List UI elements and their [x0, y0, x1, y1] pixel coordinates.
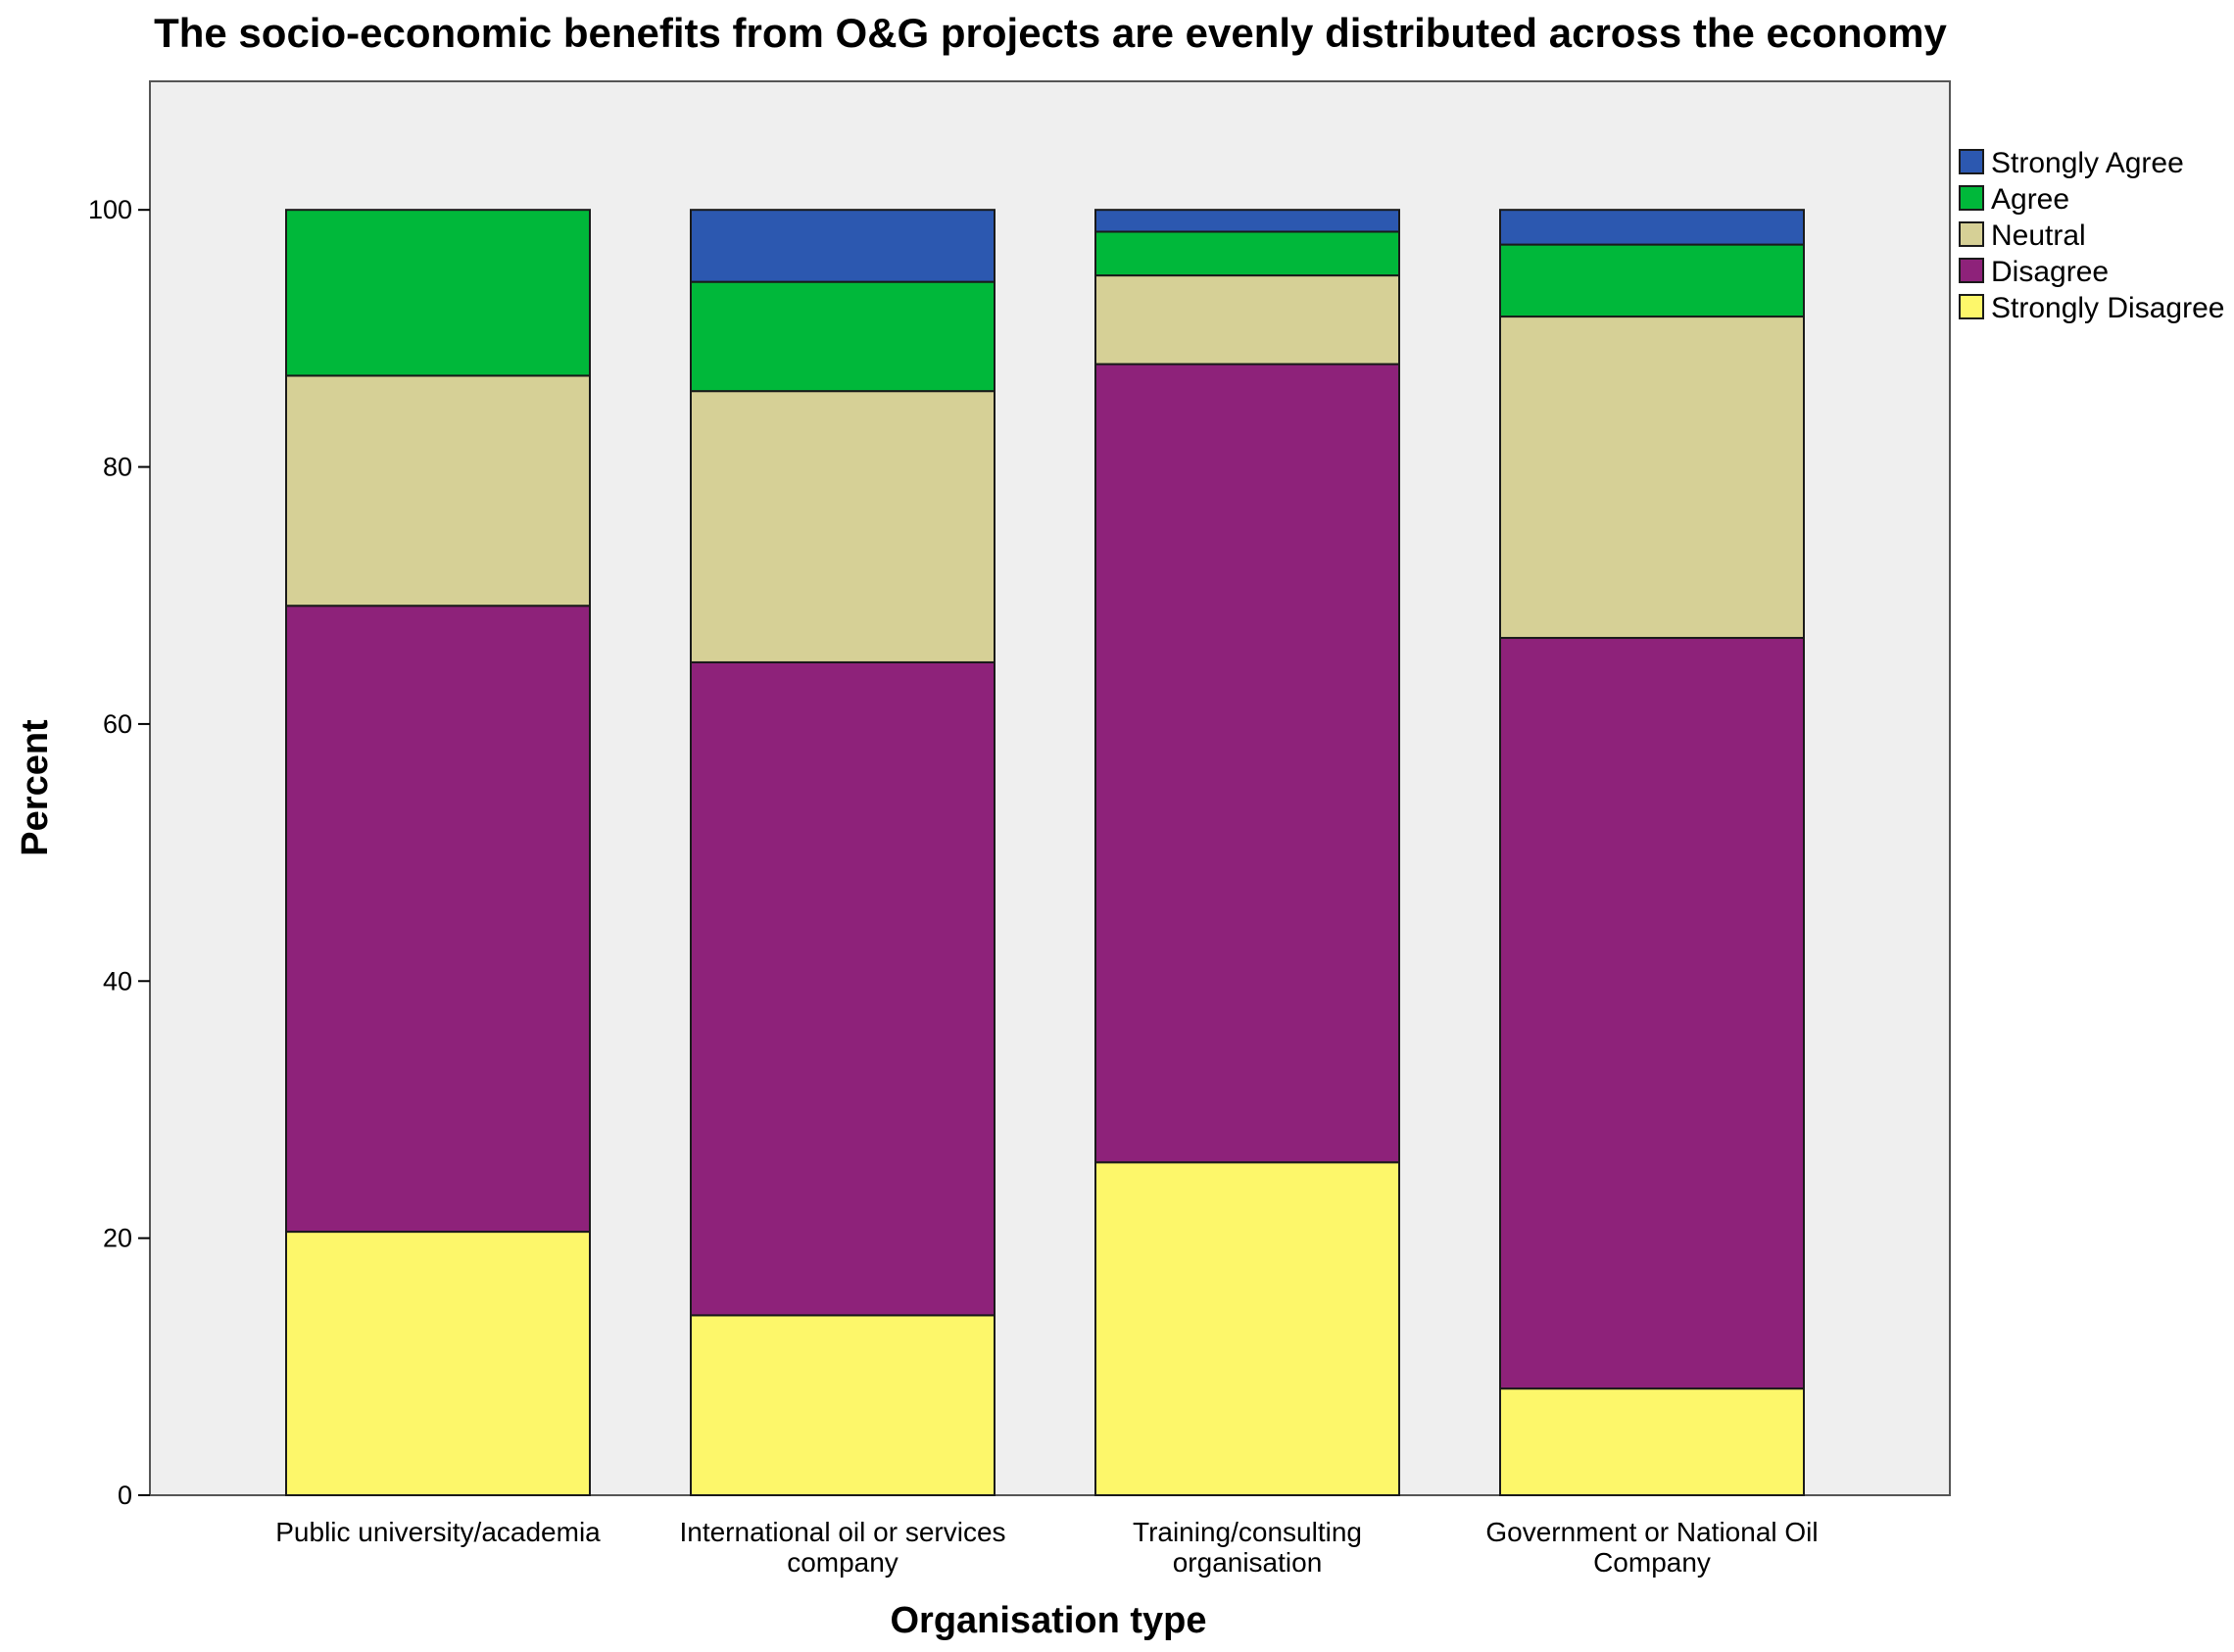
bar-segment-agree-1 — [285, 209, 591, 377]
x-category-label: Training/consulting organisation — [1133, 1517, 1362, 1578]
bar-segment-agree-2 — [690, 280, 996, 393]
y-axis: 0 20 40 60 80 100 — [88, 195, 150, 1510]
legend-swatch-disagree — [1959, 258, 1984, 283]
bar-segment-strongly-agree-3 — [1094, 209, 1400, 233]
legend-label-strongly-agree: Strongly Agree — [1991, 147, 2184, 179]
bar-segment-neutral-3 — [1094, 274, 1400, 365]
legend-swatch-strongly-agree — [1959, 149, 1984, 174]
y-tick-label: 0 — [118, 1481, 132, 1510]
legend-swatch-agree — [1959, 185, 1984, 211]
bar-segment-agree-4 — [1499, 243, 1805, 318]
bar-segment-disagree-2 — [690, 660, 996, 1317]
chart-title: The socio-economic benefits from O&G pro… — [154, 10, 1947, 56]
bar-segment-agree-3 — [1094, 230, 1400, 277]
bar-segment-strongly-agree-2 — [690, 209, 996, 283]
bar-segment-strongly-disagree-1 — [285, 1231, 591, 1496]
bar-segment-neutral-4 — [1499, 316, 1805, 640]
bar-segment-strongly-disagree-2 — [690, 1314, 996, 1496]
x-category-label: Government or National Oil Company — [1485, 1517, 1818, 1578]
bar-segment-strongly-agree-4 — [1499, 209, 1805, 246]
y-tick-label: 60 — [103, 709, 132, 739]
y-tick-label: 20 — [103, 1224, 132, 1253]
legend-swatch-neutral — [1959, 221, 1984, 247]
y-axis-title: Percent — [15, 719, 56, 856]
y-tick-label: 80 — [103, 453, 132, 482]
x-axis: Public university/academia International … — [275, 1517, 1818, 1578]
bar-segment-neutral-1 — [285, 374, 591, 607]
bar-segment-disagree-3 — [1094, 363, 1400, 1164]
bar-segment-disagree-1 — [285, 605, 591, 1234]
y-tick-label: 40 — [103, 966, 132, 996]
bar-segment-neutral-2 — [690, 390, 996, 663]
legend-swatch-strongly-disagree — [1959, 294, 1984, 319]
legend-label-strongly-disagree: Strongly Disagree — [1991, 292, 2224, 324]
y-tick-label: 100 — [88, 195, 132, 224]
bars — [285, 209, 1805, 1497]
bar-segment-disagree-4 — [1499, 637, 1805, 1390]
x-category-label: Public university/academia — [275, 1517, 601, 1547]
legend-label-agree: Agree — [1991, 183, 2069, 216]
legend-label-neutral: Neutral — [1991, 219, 2086, 252]
bar-segment-strongly-disagree-4 — [1499, 1387, 1805, 1497]
legend-label-disagree: Disagree — [1991, 256, 2109, 288]
x-category-label: International oil or services company — [679, 1517, 1005, 1578]
bar-segment-strongly-disagree-3 — [1094, 1161, 1400, 1497]
x-axis-title: Organisation type — [890, 1600, 1206, 1641]
